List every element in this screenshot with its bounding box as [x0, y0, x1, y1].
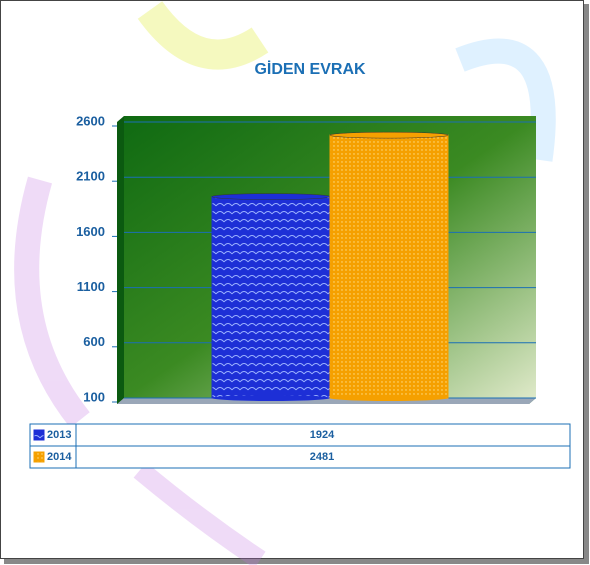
frame-shadow	[4, 559, 588, 564]
bar-top	[330, 132, 448, 138]
y-tick-label: 2100	[76, 169, 105, 184]
bar-base	[212, 395, 330, 401]
chart: GİDEN EVRAK 100 600 1100 1600 2100 2600 2013 19…	[0, 0, 590, 565]
bar-top	[212, 194, 330, 200]
table-value: 2481	[310, 451, 334, 463]
bar	[330, 135, 448, 398]
table-value: 1924	[310, 429, 335, 441]
page: GİDEN EVRAK 100 600 1100 1600 2100 2600 2013 19…	[0, 0, 590, 565]
y-tick-label: 600	[83, 334, 105, 349]
y-tick-label: 1600	[76, 224, 105, 239]
legend-swatch	[34, 452, 44, 462]
y-tick-label: 2600	[76, 113, 105, 128]
legend-label: 2014	[47, 451, 72, 463]
chart-title: GİDEN EVRAK	[254, 60, 366, 78]
legend-label: 2013	[47, 429, 71, 441]
legend-swatch	[34, 430, 44, 440]
frame-shadow	[584, 4, 589, 564]
bar	[212, 197, 330, 398]
data-table	[30, 424, 570, 468]
y-tick-label: 1100	[77, 279, 105, 294]
y-tick-label: 100	[83, 389, 105, 404]
bar-base	[330, 395, 448, 401]
